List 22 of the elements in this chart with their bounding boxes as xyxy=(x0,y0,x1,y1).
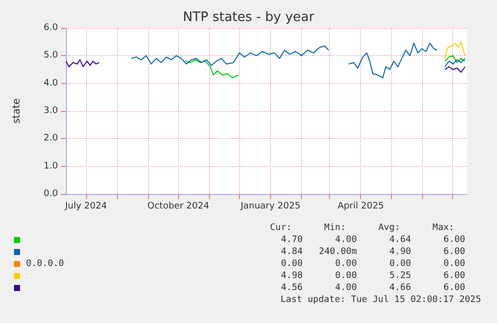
y-tick-label: 1.0 xyxy=(44,161,58,172)
y-tick-label: 3.0 xyxy=(44,106,58,116)
y-axis-title: state xyxy=(12,98,22,124)
x-tick-label: October 2024 xyxy=(147,202,210,212)
text: 4.84 240.00m 4.90 6.00 xyxy=(281,246,466,258)
x-tick-label: July 2024 xyxy=(64,202,108,212)
y-tick-label: 4.0 xyxy=(44,78,58,88)
legend-label: 0.0.0.0 xyxy=(26,258,65,270)
text: 4.56 4.00 4.66 6.00 xyxy=(281,282,466,294)
text: Cur: Min: Avg: Max: xyxy=(269,222,456,234)
text: 4.70 4.00 4.64 6.00 xyxy=(281,234,466,246)
x-tick-label: January 2025 xyxy=(240,202,300,212)
x-tick-label: April 2025 xyxy=(338,202,384,212)
y-tick-label: 5.0 xyxy=(44,50,58,61)
text: 0.00 0.00 0.00 0.00 xyxy=(281,258,466,270)
line-series xyxy=(444,41,466,59)
text: Last update: Tue Jul 15 02:00:17 2025 xyxy=(280,294,482,306)
chart-title: NTP states - by year xyxy=(182,10,315,25)
y-tick-label: 0.0 xyxy=(44,189,58,199)
y-tick-label: 2.0 xyxy=(44,134,58,144)
text: 4.98 0.00 5.25 6.00 xyxy=(281,270,466,282)
y-tick-label: 6.0 xyxy=(44,23,58,33)
